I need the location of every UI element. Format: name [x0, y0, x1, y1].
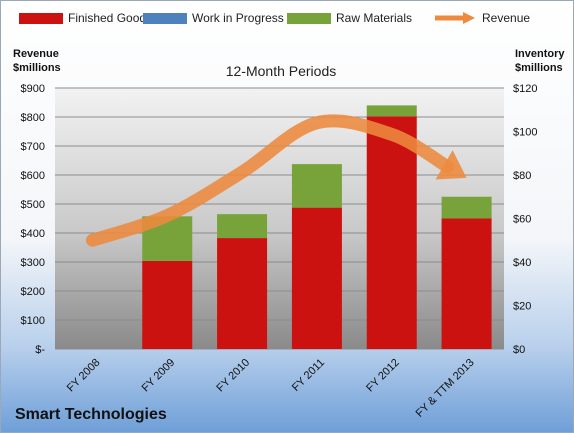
legend-item-raw-materials: Raw Materials [287, 11, 412, 25]
x-tick-label: FY 2011 [290, 357, 327, 394]
right-tick-label: $60 [513, 214, 531, 226]
right-tick-labels: $0 $20 $40 $60 $80 $100 $120 [513, 83, 537, 356]
legend-arrow-icon [435, 12, 475, 24]
bar-raw-materials [291, 164, 342, 208]
right-tick-label: $40 [513, 257, 531, 269]
revenue-arrowhead [435, 150, 467, 180]
left-tick-label: $800 [21, 112, 45, 124]
gridlines [55, 87, 504, 350]
left-tick-labels: $- $100 $200 $300 $400 $500 $600 $700 $800 $900 [21, 83, 46, 356]
legend-label-work-in-progress: Work in Progress [192, 11, 284, 25]
bar-raw-materials [217, 214, 268, 239]
left-tick-label: $200 [21, 286, 45, 298]
right-axis-title-line2: $millions [515, 62, 563, 74]
right-axis-title-line1: Inventory [515, 48, 565, 60]
x-tick-label: FY 2009 [140, 357, 178, 395]
left-tick-label: $500 [21, 199, 45, 211]
revenue-line [85, 114, 455, 247]
revenue-series [85, 114, 467, 247]
bar-finished-goods [142, 260, 193, 349]
left-tick-label: $700 [21, 141, 45, 153]
legend-swatch-finished-goods [19, 12, 63, 24]
right-tick-label: $100 [513, 127, 537, 139]
x-tick-label: FY 2008 [65, 357, 103, 395]
legend-item-finished-goods: Finished Goods [19, 11, 152, 25]
x-tick-label: FY & TTM 2013 [414, 357, 477, 420]
legend-item-work-in-progress: Work in Progress [143, 11, 284, 25]
left-tick-label: $300 [21, 257, 45, 269]
right-tick-label: $0 [513, 344, 525, 356]
left-tick-label: $400 [21, 228, 45, 240]
left-tick-label: $600 [21, 170, 45, 182]
plot-area [55, 88, 504, 349]
legend-label-raw-materials: Raw Materials [336, 11, 413, 25]
x-tick-label: FY 2010 [214, 357, 252, 395]
bar-raw-materials [366, 105, 417, 117]
x-tick-label: FY 2012 [364, 357, 402, 395]
left-axis-title-line1: Revenue [13, 48, 59, 60]
bar-raw-materials [441, 196, 492, 219]
bar-finished-goods [441, 218, 492, 349]
left-tick-label: $- [35, 344, 45, 356]
company-name: Smart Technologies [15, 406, 167, 423]
right-tick-label: $80 [513, 170, 531, 182]
legend-swatch-work-in-progress [143, 12, 187, 24]
legend-label-revenue: Revenue [482, 11, 531, 25]
bars [142, 105, 492, 350]
right-tick-label: $120 [513, 83, 537, 95]
left-tick-label: $900 [21, 83, 45, 95]
left-tick-label: $100 [21, 315, 45, 327]
bar-finished-goods [217, 238, 268, 349]
legend-item-revenue: Revenue [433, 11, 530, 25]
chart-subtitle: 12-Month Periods [225, 63, 337, 79]
bar-finished-goods [291, 207, 342, 349]
left-axis-title: Revenue $millions [13, 47, 61, 75]
legend-swatch-raw-materials [287, 12, 331, 24]
left-axis-title-line2: $millions [13, 62, 61, 74]
legend: Finished Goods Work in Progress Raw Mate… [1, 7, 573, 29]
bar-finished-goods [366, 116, 417, 350]
legend-label-finished-goods: Finished Goods [68, 11, 153, 25]
right-axis-title: Inventory $millions [515, 47, 565, 75]
right-tick-label: $20 [513, 301, 531, 313]
